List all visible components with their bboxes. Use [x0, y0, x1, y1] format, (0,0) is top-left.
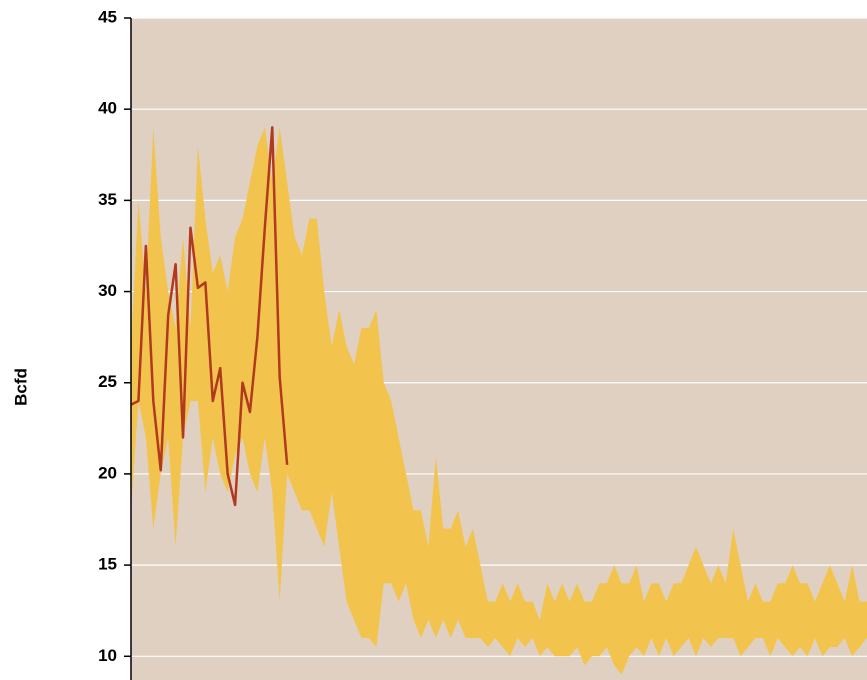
y-tick-label: 15 [98, 555, 117, 574]
y-axis-label: Bcfd [11, 368, 30, 406]
y-tick-label: 10 [98, 646, 117, 665]
line [130, 126, 289, 507]
y-tick-label: 40 [98, 99, 117, 118]
y-tick-label: 20 [98, 463, 117, 482]
y-tick-label: 45 [98, 7, 117, 26]
y-tick-label: 35 [98, 190, 117, 209]
y-tick-label: 30 [98, 281, 117, 300]
range-band [131, 127, 867, 675]
y-tick-label: 25 [98, 372, 117, 391]
